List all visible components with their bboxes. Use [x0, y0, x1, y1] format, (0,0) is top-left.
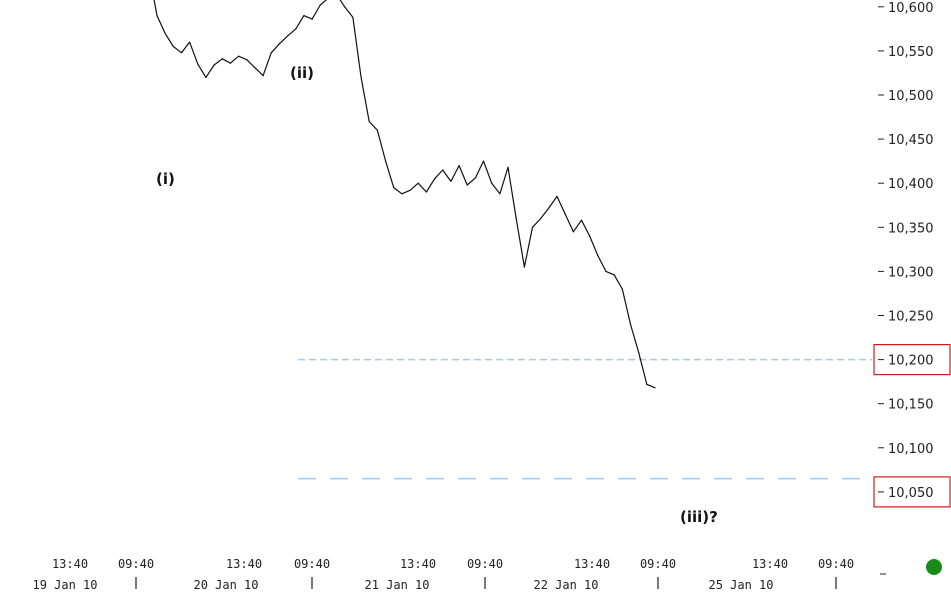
y-tick-label: 10,500 — [888, 89, 934, 104]
data-point — [303, 15, 305, 17]
x-time-label: 13:40 — [752, 557, 788, 571]
data-point — [482, 160, 485, 162]
wave-label-i: (i) — [156, 170, 175, 188]
data-point — [556, 195, 558, 197]
data-point — [548, 207, 550, 209]
data-point — [434, 178, 436, 180]
highlight-box — [873, 344, 951, 376]
data-point — [572, 231, 575, 233]
data-point — [229, 62, 231, 64]
x-time-label: 13:40 — [226, 557, 262, 571]
data-point — [515, 217, 517, 220]
data-point — [352, 16, 354, 18]
y-tick-label: 10,200 — [888, 354, 934, 369]
data-point — [621, 288, 623, 290]
data-point — [180, 52, 183, 54]
x-time-label: 09:40 — [118, 557, 154, 571]
data-point — [646, 383, 648, 385]
data-point — [491, 182, 493, 184]
data-point — [409, 189, 411, 191]
x-time-label: 13:40 — [574, 557, 610, 571]
data-point — [172, 45, 174, 48]
data-point — [319, 4, 321, 6]
x-time-label: 09:40 — [294, 557, 330, 571]
data-point — [344, 6, 346, 8]
data-point — [564, 213, 566, 215]
data-point — [450, 180, 452, 182]
x-axis: 13:40 09:40 13:40 09:40 13:40 09:40 13:40 09:40… — [32, 557, 854, 592]
data-point — [523, 266, 526, 268]
x-time-label: 09:40 — [640, 557, 676, 571]
data-point — [474, 177, 476, 179]
y-tick-label: 10,250 — [888, 310, 934, 325]
data-point — [262, 75, 264, 77]
y-tick-label: 10,450 — [888, 133, 934, 148]
reference-lines — [298, 358, 872, 480]
data-point — [278, 43, 280, 45]
data-point — [597, 254, 599, 257]
data-point — [238, 55, 240, 57]
series-line — [153, 0, 656, 389]
y-tick-label: 10,300 — [888, 265, 934, 280]
y-tick-label: 10,400 — [888, 177, 934, 192]
data-point — [360, 76, 362, 78]
data-point — [629, 323, 632, 325]
y-tick-label: 10,100 — [888, 442, 934, 457]
data-point — [531, 226, 534, 228]
data-point — [638, 351, 640, 354]
data-point — [499, 193, 501, 195]
data-point — [213, 64, 215, 66]
data-point — [221, 58, 223, 60]
wave-label-iii: (iii)? — [680, 508, 718, 526]
data-point — [425, 191, 427, 193]
data-point — [605, 270, 607, 272]
series-points — [156, 4, 656, 389]
x-time-label: 13:40 — [52, 557, 88, 571]
data-point — [458, 165, 460, 167]
wave-label-ii: (ii) — [290, 64, 314, 82]
data-point — [368, 120, 370, 123]
data-point — [613, 274, 615, 276]
x-day-label: 20 Jan 10 — [193, 578, 258, 592]
y-tick-label: 10,600 — [888, 1, 934, 16]
data-point — [589, 235, 591, 237]
data-point — [540, 217, 542, 220]
x-time-label: 09:40 — [467, 557, 503, 571]
data-point — [376, 129, 378, 131]
status-indicator-icon — [926, 559, 942, 575]
data-point — [164, 32, 166, 34]
data-point — [311, 18, 313, 20]
data-point — [295, 28, 297, 30]
data-point — [254, 67, 256, 69]
data-point — [287, 35, 289, 37]
data-point — [156, 15, 158, 17]
data-point — [205, 76, 207, 78]
data-point — [580, 219, 583, 221]
y-axis: 10,600 10,550 10,500 10,450 10,400 10,350 10,3… — [873, 1, 951, 575]
x-day-label: 19 Jan 10 — [32, 578, 97, 592]
y-tick-label: 10,550 — [888, 45, 934, 60]
x-day-label: 21 Jan 10 — [364, 578, 429, 592]
highlight-box — [873, 476, 951, 508]
data-point — [246, 59, 248, 61]
x-time-label: 09:40 — [818, 557, 854, 571]
x-day-label: 22 Jan 10 — [533, 578, 598, 592]
data-point — [466, 184, 468, 186]
data-point — [417, 182, 419, 184]
data-point — [385, 160, 387, 162]
data-point — [442, 169, 444, 171]
data-point — [270, 52, 272, 54]
data-point — [197, 63, 199, 65]
x-day-label: 25 Jan 10 — [708, 578, 773, 592]
y-tick-label: 10,150 — [888, 398, 934, 413]
data-point — [507, 166, 509, 168]
data-point — [189, 41, 191, 43]
y-tick-label: 10,050 — [888, 486, 934, 501]
data-point — [393, 187, 395, 189]
data-point — [401, 193, 403, 195]
data-point — [654, 387, 656, 389]
x-time-label: 13:40 — [400, 557, 436, 571]
y-tick-label: 10,350 — [888, 221, 934, 236]
